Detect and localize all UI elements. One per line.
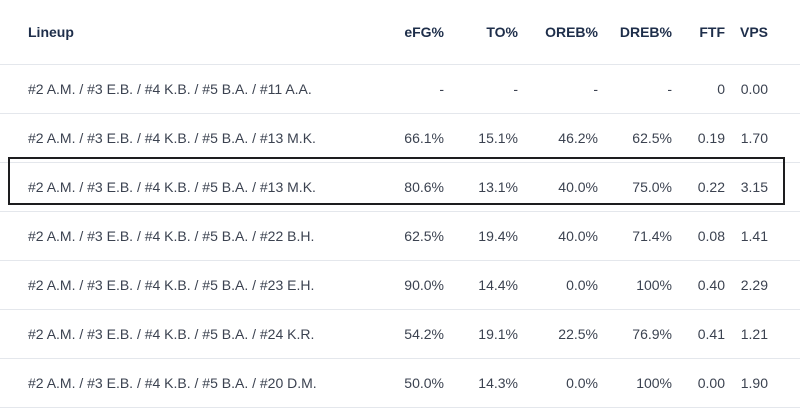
dreb-cell: - bbox=[598, 64, 672, 114]
to-cell: 14.3% bbox=[444, 358, 518, 408]
table-row: #2 A.M. / #3 E.B. / #4 K.B. / #5 B.A. / … bbox=[0, 260, 800, 310]
vps-cell: 1.90 bbox=[725, 358, 800, 408]
to-cell: 15.1% bbox=[444, 113, 518, 163]
oreb-cell: 46.2% bbox=[518, 113, 598, 163]
column-header-efg[interactable]: eFG% bbox=[390, 0, 444, 65]
to-cell: - bbox=[444, 64, 518, 114]
lineup-cell: #2 A.M. / #3 E.B. / #4 K.B. / #5 B.A. / … bbox=[0, 358, 390, 408]
efg-cell: - bbox=[390, 64, 444, 114]
to-cell: 19.1% bbox=[444, 309, 518, 359]
oreb-cell: 0.0% bbox=[518, 260, 598, 310]
ftf-cell: 0.08 bbox=[672, 211, 725, 261]
dreb-cell: 71.4% bbox=[598, 211, 672, 261]
ftf-cell: 0.19 bbox=[672, 113, 725, 163]
vps-cell: 1.21 bbox=[725, 309, 800, 359]
table-row: #2 A.M. / #3 E.B. / #4 K.B. / #5 B.A. / … bbox=[0, 211, 800, 261]
vps-cell: 1.41 bbox=[725, 211, 800, 261]
efg-cell: 54.2% bbox=[390, 309, 444, 359]
table-header-row: Lineup eFG% TO% OREB% DREB% FTF VPS bbox=[0, 0, 800, 65]
table-row-highlighted: #2 A.M. / #3 E.B. / #4 K.B. / #5 B.A. / … bbox=[0, 162, 800, 212]
oreb-cell: 40.0% bbox=[518, 162, 598, 212]
column-header-vps[interactable]: VPS bbox=[725, 0, 800, 65]
ftf-cell: 0.22 bbox=[672, 162, 725, 212]
ftf-cell: 0.00 bbox=[672, 358, 725, 408]
table-row: #2 A.M. / #3 E.B. / #4 K.B. / #5 B.A. / … bbox=[0, 64, 800, 114]
to-cell: 14.4% bbox=[444, 260, 518, 310]
column-header-to[interactable]: TO% bbox=[444, 0, 518, 65]
dreb-cell: 100% bbox=[598, 260, 672, 310]
oreb-cell: 22.5% bbox=[518, 309, 598, 359]
table-row: #2 A.M. / #3 E.B. / #4 K.B. / #5 B.A. / … bbox=[0, 358, 800, 408]
lineup-cell: #2 A.M. / #3 E.B. / #4 K.B. / #5 B.A. / … bbox=[0, 162, 390, 212]
lineup-cell: #2 A.M. / #3 E.B. / #4 K.B. / #5 B.A. / … bbox=[0, 309, 390, 359]
lineup-cell: #2 A.M. / #3 E.B. / #4 K.B. / #5 B.A. / … bbox=[0, 260, 390, 310]
table-row: #2 A.M. / #3 E.B. / #4 K.B. / #5 B.A. / … bbox=[0, 113, 800, 163]
efg-cell: 90.0% bbox=[390, 260, 444, 310]
column-header-ftf[interactable]: FTF bbox=[672, 0, 725, 65]
lineup-cell: #2 A.M. / #3 E.B. / #4 K.B. / #5 B.A. / … bbox=[0, 113, 390, 163]
vps-cell: 2.29 bbox=[725, 260, 800, 310]
efg-cell: 80.6% bbox=[390, 162, 444, 212]
column-header-lineup[interactable]: Lineup bbox=[0, 0, 390, 65]
efg-cell: 62.5% bbox=[390, 211, 444, 261]
oreb-cell: 0.0% bbox=[518, 358, 598, 408]
efg-cell: 66.1% bbox=[390, 113, 444, 163]
table-row: #2 A.M. / #3 E.B. / #4 K.B. / #5 B.A. / … bbox=[0, 309, 800, 359]
dreb-cell: 62.5% bbox=[598, 113, 672, 163]
lineup-cell: #2 A.M. / #3 E.B. / #4 K.B. / #5 B.A. / … bbox=[0, 211, 390, 261]
oreb-cell: - bbox=[518, 64, 598, 114]
ftf-cell: 0.40 bbox=[672, 260, 725, 310]
column-header-dreb[interactable]: DREB% bbox=[598, 0, 672, 65]
efg-cell: 50.0% bbox=[390, 358, 444, 408]
vps-cell: 1.70 bbox=[725, 113, 800, 163]
dreb-cell: 100% bbox=[598, 358, 672, 408]
column-header-oreb[interactable]: OREB% bbox=[518, 0, 598, 65]
dreb-cell: 75.0% bbox=[598, 162, 672, 212]
vps-cell: 3.15 bbox=[725, 162, 800, 212]
ftf-cell: 0.41 bbox=[672, 309, 725, 359]
oreb-cell: 40.0% bbox=[518, 211, 598, 261]
vps-cell: 0.00 bbox=[725, 64, 800, 114]
dreb-cell: 76.9% bbox=[598, 309, 672, 359]
to-cell: 13.1% bbox=[444, 162, 518, 212]
lineup-cell: #2 A.M. / #3 E.B. / #4 K.B. / #5 B.A. / … bbox=[0, 64, 390, 114]
to-cell: 19.4% bbox=[444, 211, 518, 261]
ftf-cell: 0 bbox=[672, 64, 725, 114]
